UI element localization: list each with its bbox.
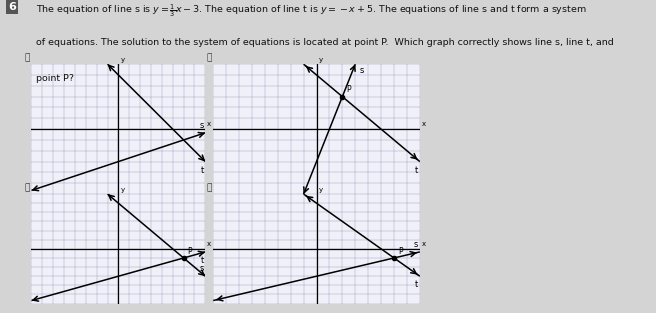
Text: ⓓ: ⓓ [207, 183, 212, 192]
Text: ⓐ: ⓐ [25, 54, 30, 63]
Text: 6: 6 [8, 2, 16, 12]
Text: y: y [121, 187, 125, 193]
Text: point P?: point P? [36, 74, 74, 83]
Text: y: y [319, 57, 323, 63]
Text: t: t [201, 255, 204, 264]
Text: y: y [121, 57, 125, 63]
Text: s: s [200, 264, 204, 274]
Text: x: x [207, 241, 211, 248]
Text: y: y [319, 187, 323, 193]
Text: s: s [200, 121, 204, 130]
Text: s: s [359, 66, 363, 75]
Text: x: x [207, 121, 211, 127]
Text: of equations. The solution to the system of equations is located at point P.  Wh: of equations. The solution to the system… [36, 38, 614, 47]
Text: x: x [422, 121, 426, 127]
Text: t: t [201, 166, 204, 175]
Text: t: t [415, 166, 418, 175]
Text: P: P [187, 247, 192, 256]
Text: P: P [346, 85, 351, 94]
Text: t: t [415, 280, 418, 289]
Text: P: P [398, 247, 403, 256]
Text: s: s [414, 240, 418, 249]
Text: ⓒ: ⓒ [25, 183, 30, 192]
Text: x: x [422, 241, 426, 248]
Text: ⓑ: ⓑ [207, 54, 212, 63]
Text: The equation of line s is $y=\frac{1}{3}x-3$. The equation of line t is $y=-x+5$: The equation of line s is $y=\frac{1}{3}… [36, 2, 586, 18]
